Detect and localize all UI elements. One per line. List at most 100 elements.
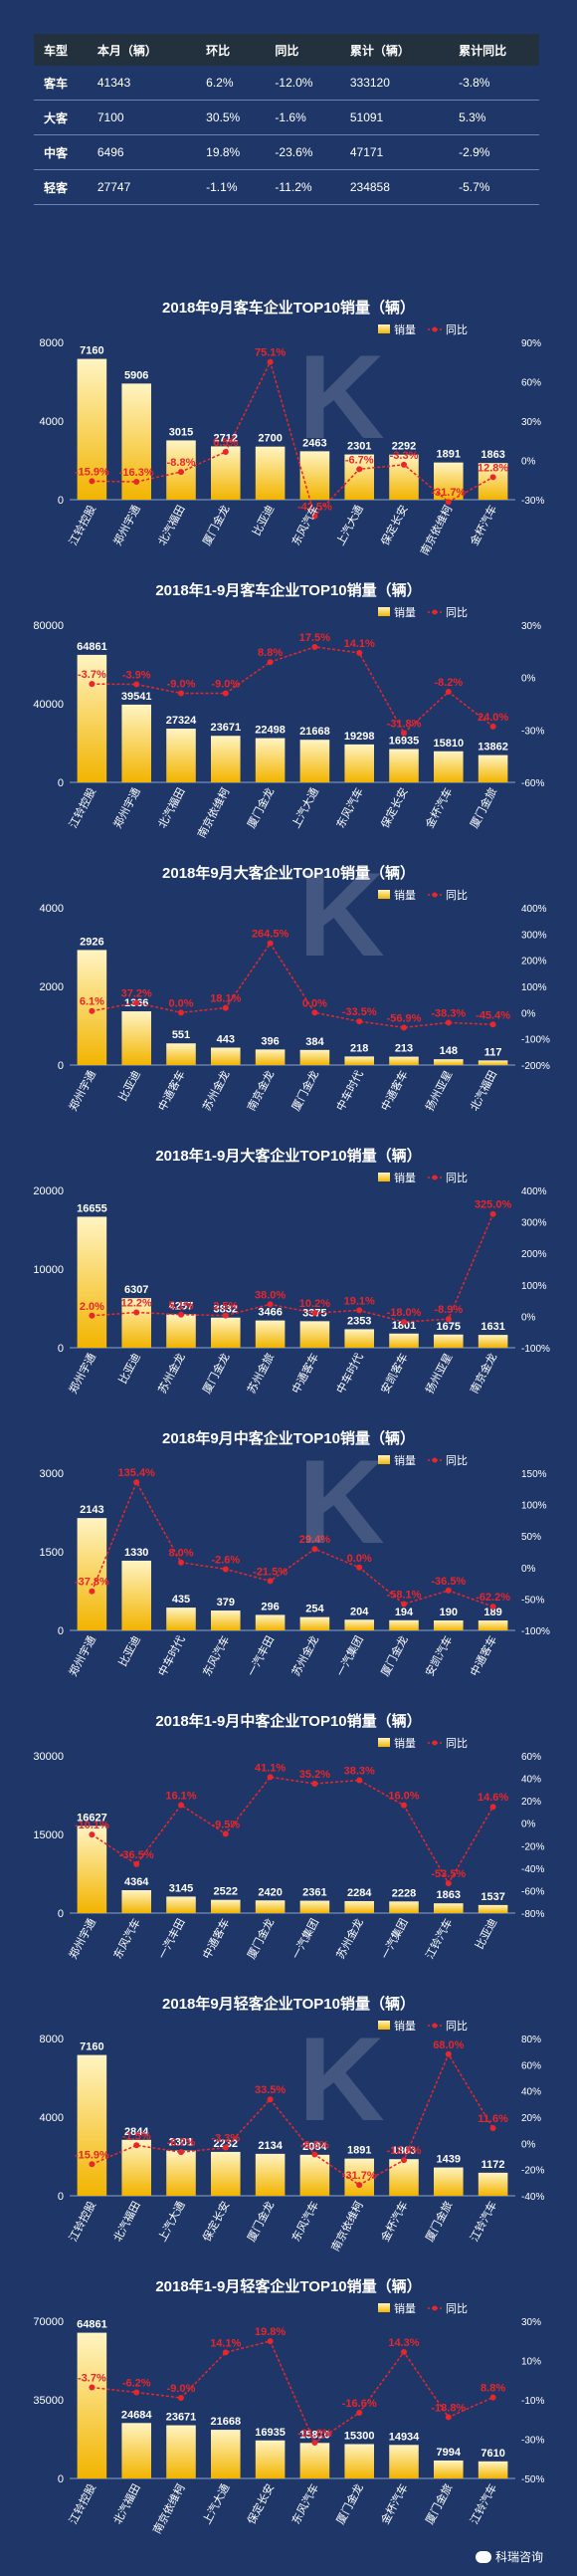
y-tick-label: 8000	[40, 2034, 64, 2045]
chart-panel: 2018年9月大客企业TOP10销量（辆） 销量 同比 0 2000 4000 -200% -…	[0, 856, 577, 1139]
yoy-point	[356, 1307, 363, 1314]
yoy-label: -3.7%	[78, 669, 106, 681]
x-tick-label: 郑州宇通	[110, 785, 143, 830]
y2-tick-label: -50%	[521, 1595, 544, 1606]
yoy-point	[89, 478, 96, 485]
yoy-point	[89, 1588, 96, 1595]
x-tick-label: 厦门金龙	[333, 2481, 366, 2526]
yoy-point	[133, 1860, 140, 1867]
yoy-label: 29.4%	[299, 1534, 330, 1546]
x-tick-label: 中通客车	[155, 1068, 188, 1113]
table-cell: 51091	[339, 100, 450, 135]
legend-swatch-bar	[378, 890, 390, 899]
chart-svg: 2018年9月轻客企业TOP10销量（辆） 销量 同比 0 4000 8000 -40% -2…	[40, 1995, 545, 2254]
bar-value-label: 1675	[437, 1321, 461, 1333]
yoy-label: -9.0%	[211, 678, 240, 690]
yoy-line	[92, 2052, 494, 2186]
bar-value-label: 2284	[347, 1887, 372, 1899]
yoy-label: -58.1%	[387, 1590, 422, 1602]
yoy-point	[489, 1804, 496, 1811]
x-tick-label: 南京金龙	[244, 1068, 277, 1113]
bar-value-label: 22498	[255, 725, 286, 737]
yoy-label: -42.5%	[297, 501, 332, 513]
table-cell: 轻客	[34, 169, 88, 205]
bar	[434, 751, 464, 782]
yoy-label: -37.8%	[75, 1577, 109, 1589]
x-tick-label: 安凯汽车	[422, 1633, 455, 1678]
yoy-point	[178, 690, 184, 697]
bar	[389, 1333, 419, 1348]
y-tick-label: 30000	[33, 1751, 64, 1763]
yoy-label: 5.1%	[168, 1300, 193, 1312]
y2-tick-label: 150%	[521, 1469, 547, 1480]
chart-panel: 2018年1-9月轻客企业TOP10销量（辆） 销量 同比 0 35000 70000 -5…	[0, 2269, 577, 2552]
bar-value-label: 2134	[258, 2140, 283, 2152]
yoy-label: 14.1%	[210, 2337, 241, 2349]
yoy-label: 17.5%	[299, 632, 330, 644]
bar	[389, 749, 419, 782]
y2-tick-label: 40%	[521, 1775, 541, 1786]
chart-svg: 2018年1-9月客车企业TOP10销量（辆） 销量 同比 0 40000 80000 -6…	[33, 581, 544, 840]
yoy-label: -6.2%	[122, 2377, 151, 2389]
yoy-point	[267, 2096, 274, 2103]
bar	[211, 1317, 241, 1348]
y2-tick-label: -60%	[521, 778, 544, 789]
yoy-point	[401, 2157, 407, 2164]
bar-value-label: 1801	[392, 1320, 416, 1332]
y2-tick-label: -50%	[521, 2474, 544, 2485]
bar	[478, 463, 508, 500]
yoy-label: -62.2%	[476, 1592, 510, 1604]
bar	[121, 2139, 151, 2196]
bar	[344, 1619, 374, 1630]
bar-value-label: 2084	[302, 2141, 327, 2153]
y2-tick-label: 60%	[521, 378, 541, 389]
y-tick-label: 15000	[33, 1829, 64, 1841]
header-cell: 同比	[265, 34, 340, 66]
x-tick-label: 金杯汽车	[422, 785, 455, 830]
yoy-label: 35.2%	[299, 1769, 330, 1781]
x-tick-label: 厦门金龙	[199, 503, 232, 547]
x-tick-label: 北汽福田	[467, 1068, 499, 1113]
y2-tick-label: 200%	[521, 957, 547, 967]
chart-title: 2018年1-9月轻客企业TOP10销量（辆）	[155, 2277, 421, 2295]
y2-tick-label: 0%	[521, 1564, 536, 1575]
x-tick-label: 南京依维柯	[194, 785, 232, 840]
bar	[211, 446, 241, 500]
x-tick-label: 一汽集团	[378, 1916, 411, 1961]
yoy-point	[133, 999, 140, 1006]
yoy-label: -18.0%	[387, 1307, 422, 1319]
yoy-point	[489, 2125, 496, 2132]
yoy-point	[89, 1007, 96, 1014]
bar-value-label: 23671	[211, 722, 242, 734]
x-tick-label: 一汽丰田	[155, 1916, 188, 1961]
x-tick-label: 北汽福田	[155, 503, 188, 547]
bar-value-label: 296	[261, 1601, 279, 1612]
y-tick-label: 10000	[33, 1264, 64, 1276]
table-cell: 7100	[87, 100, 197, 135]
table-cell: -23.6%	[265, 134, 340, 170]
x-tick-label: 金杯汽车	[378, 2199, 411, 2244]
y2-tick-label: 20%	[521, 1797, 541, 1808]
y2-tick-label: -20%	[521, 2166, 544, 2177]
table-cell: -12.0%	[265, 66, 340, 101]
y-tick-label: 0	[58, 777, 64, 789]
x-tick-label: 东风汽车	[199, 1633, 232, 1678]
y-tick-label: 35000	[33, 2395, 64, 2407]
x-tick-label: 扬州亚星	[422, 1068, 455, 1113]
yoy-label: 12.2%	[121, 1298, 152, 1310]
x-tick-label: 苏州金龙	[333, 1916, 366, 1961]
bar-value-label: 15300	[344, 2430, 375, 2442]
bar	[478, 1335, 508, 1348]
yoy-point	[356, 2182, 363, 2189]
y-tick-label: 0	[58, 2191, 64, 2203]
yoy-label: 8.8%	[481, 2383, 505, 2395]
bar-value-label: 2301	[347, 441, 371, 453]
bar	[211, 736, 241, 782]
table-cell: 41343	[87, 66, 197, 101]
y2-tick-label: 0%	[521, 1312, 536, 1323]
x-tick-label: 苏州金旅	[244, 1351, 277, 1395]
bar-value-label: 1439	[437, 2154, 461, 2166]
y-tick-label: 0	[58, 1625, 64, 1637]
yoy-label: -33.5%	[342, 1006, 377, 1018]
x-tick-label: 东风汽车	[288, 2481, 321, 2526]
